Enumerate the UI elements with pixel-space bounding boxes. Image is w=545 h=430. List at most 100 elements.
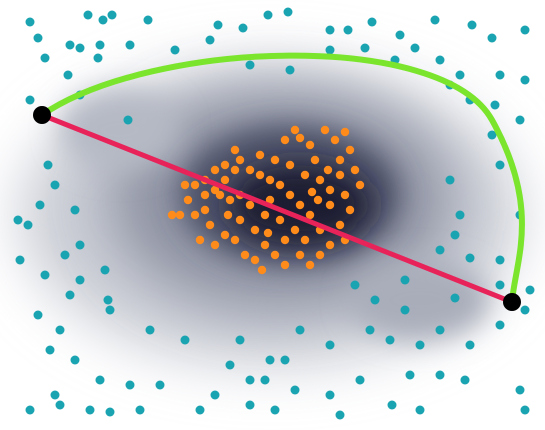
point: [325, 45, 335, 55]
point: [370, 295, 380, 305]
point: [235, 155, 245, 165]
point: [367, 17, 377, 27]
point: [275, 215, 285, 225]
point: [190, 180, 200, 190]
point: [250, 225, 260, 235]
point: [75, 43, 85, 53]
point: [260, 240, 270, 250]
point: [280, 355, 290, 365]
point: [260, 375, 270, 385]
point: [283, 7, 293, 17]
point: [495, 255, 505, 265]
point: [55, 400, 65, 410]
point: [13, 215, 23, 225]
point: [83, 10, 93, 20]
point: [335, 410, 345, 420]
point: [490, 100, 500, 110]
point: [435, 325, 445, 335]
point: [520, 405, 530, 415]
point: [95, 40, 105, 50]
point: [210, 165, 220, 175]
point: [210, 240, 220, 250]
point: [238, 23, 248, 33]
point: [430, 15, 440, 25]
point: [435, 245, 445, 255]
point: [245, 200, 255, 210]
point: [400, 275, 410, 285]
point: [75, 240, 85, 250]
point: [235, 335, 245, 345]
point: [230, 145, 240, 155]
point: [45, 345, 55, 355]
point: [310, 155, 320, 165]
point: [35, 200, 45, 210]
point: [155, 380, 165, 390]
endpoint: [503, 293, 521, 311]
point: [495, 70, 505, 80]
point: [220, 230, 230, 240]
point: [260, 210, 270, 220]
point: [330, 135, 340, 145]
point: [520, 305, 530, 315]
point: [205, 220, 215, 230]
point: [435, 370, 445, 380]
point: [180, 335, 190, 345]
point: [520, 25, 530, 35]
point: [95, 375, 105, 385]
point: [365, 325, 375, 335]
point: [205, 35, 215, 45]
point: [515, 115, 525, 125]
point: [415, 340, 425, 350]
point: [465, 253, 475, 263]
point: [107, 10, 117, 20]
point: [450, 293, 460, 303]
point: [105, 407, 115, 417]
point: [285, 190, 295, 200]
point: [345, 205, 355, 215]
point: [245, 60, 255, 70]
point: [515, 385, 525, 395]
point: [270, 405, 280, 415]
point: [143, 15, 153, 25]
point: [435, 55, 445, 65]
point: [395, 30, 405, 40]
point: [325, 200, 335, 210]
point: [183, 195, 193, 205]
point: [325, 185, 335, 195]
point: [360, 43, 370, 53]
point: [210, 390, 220, 400]
point: [280, 235, 290, 245]
point: [487, 130, 497, 140]
point: [455, 210, 465, 220]
point: [340, 190, 350, 200]
point: [315, 175, 325, 185]
point: [387, 400, 397, 410]
point: [225, 195, 235, 205]
point: [263, 10, 273, 20]
point: [63, 70, 73, 80]
point: [300, 170, 310, 180]
point: [343, 25, 353, 35]
density-background: [20, 65, 520, 365]
point: [285, 160, 295, 170]
point: [445, 175, 455, 185]
point: [265, 175, 275, 185]
point: [257, 265, 267, 275]
point: [325, 240, 335, 250]
point: [123, 115, 133, 125]
point: [190, 210, 200, 220]
point: [495, 280, 505, 290]
point: [75, 275, 85, 285]
point: [290, 125, 300, 135]
point: [275, 180, 285, 190]
point: [210, 185, 220, 195]
point: [335, 155, 345, 165]
point: [335, 170, 345, 180]
point: [355, 375, 365, 385]
point: [230, 165, 240, 175]
point: [280, 260, 290, 270]
point: [223, 210, 233, 220]
point: [255, 170, 265, 180]
point: [145, 325, 155, 335]
point: [255, 150, 265, 160]
